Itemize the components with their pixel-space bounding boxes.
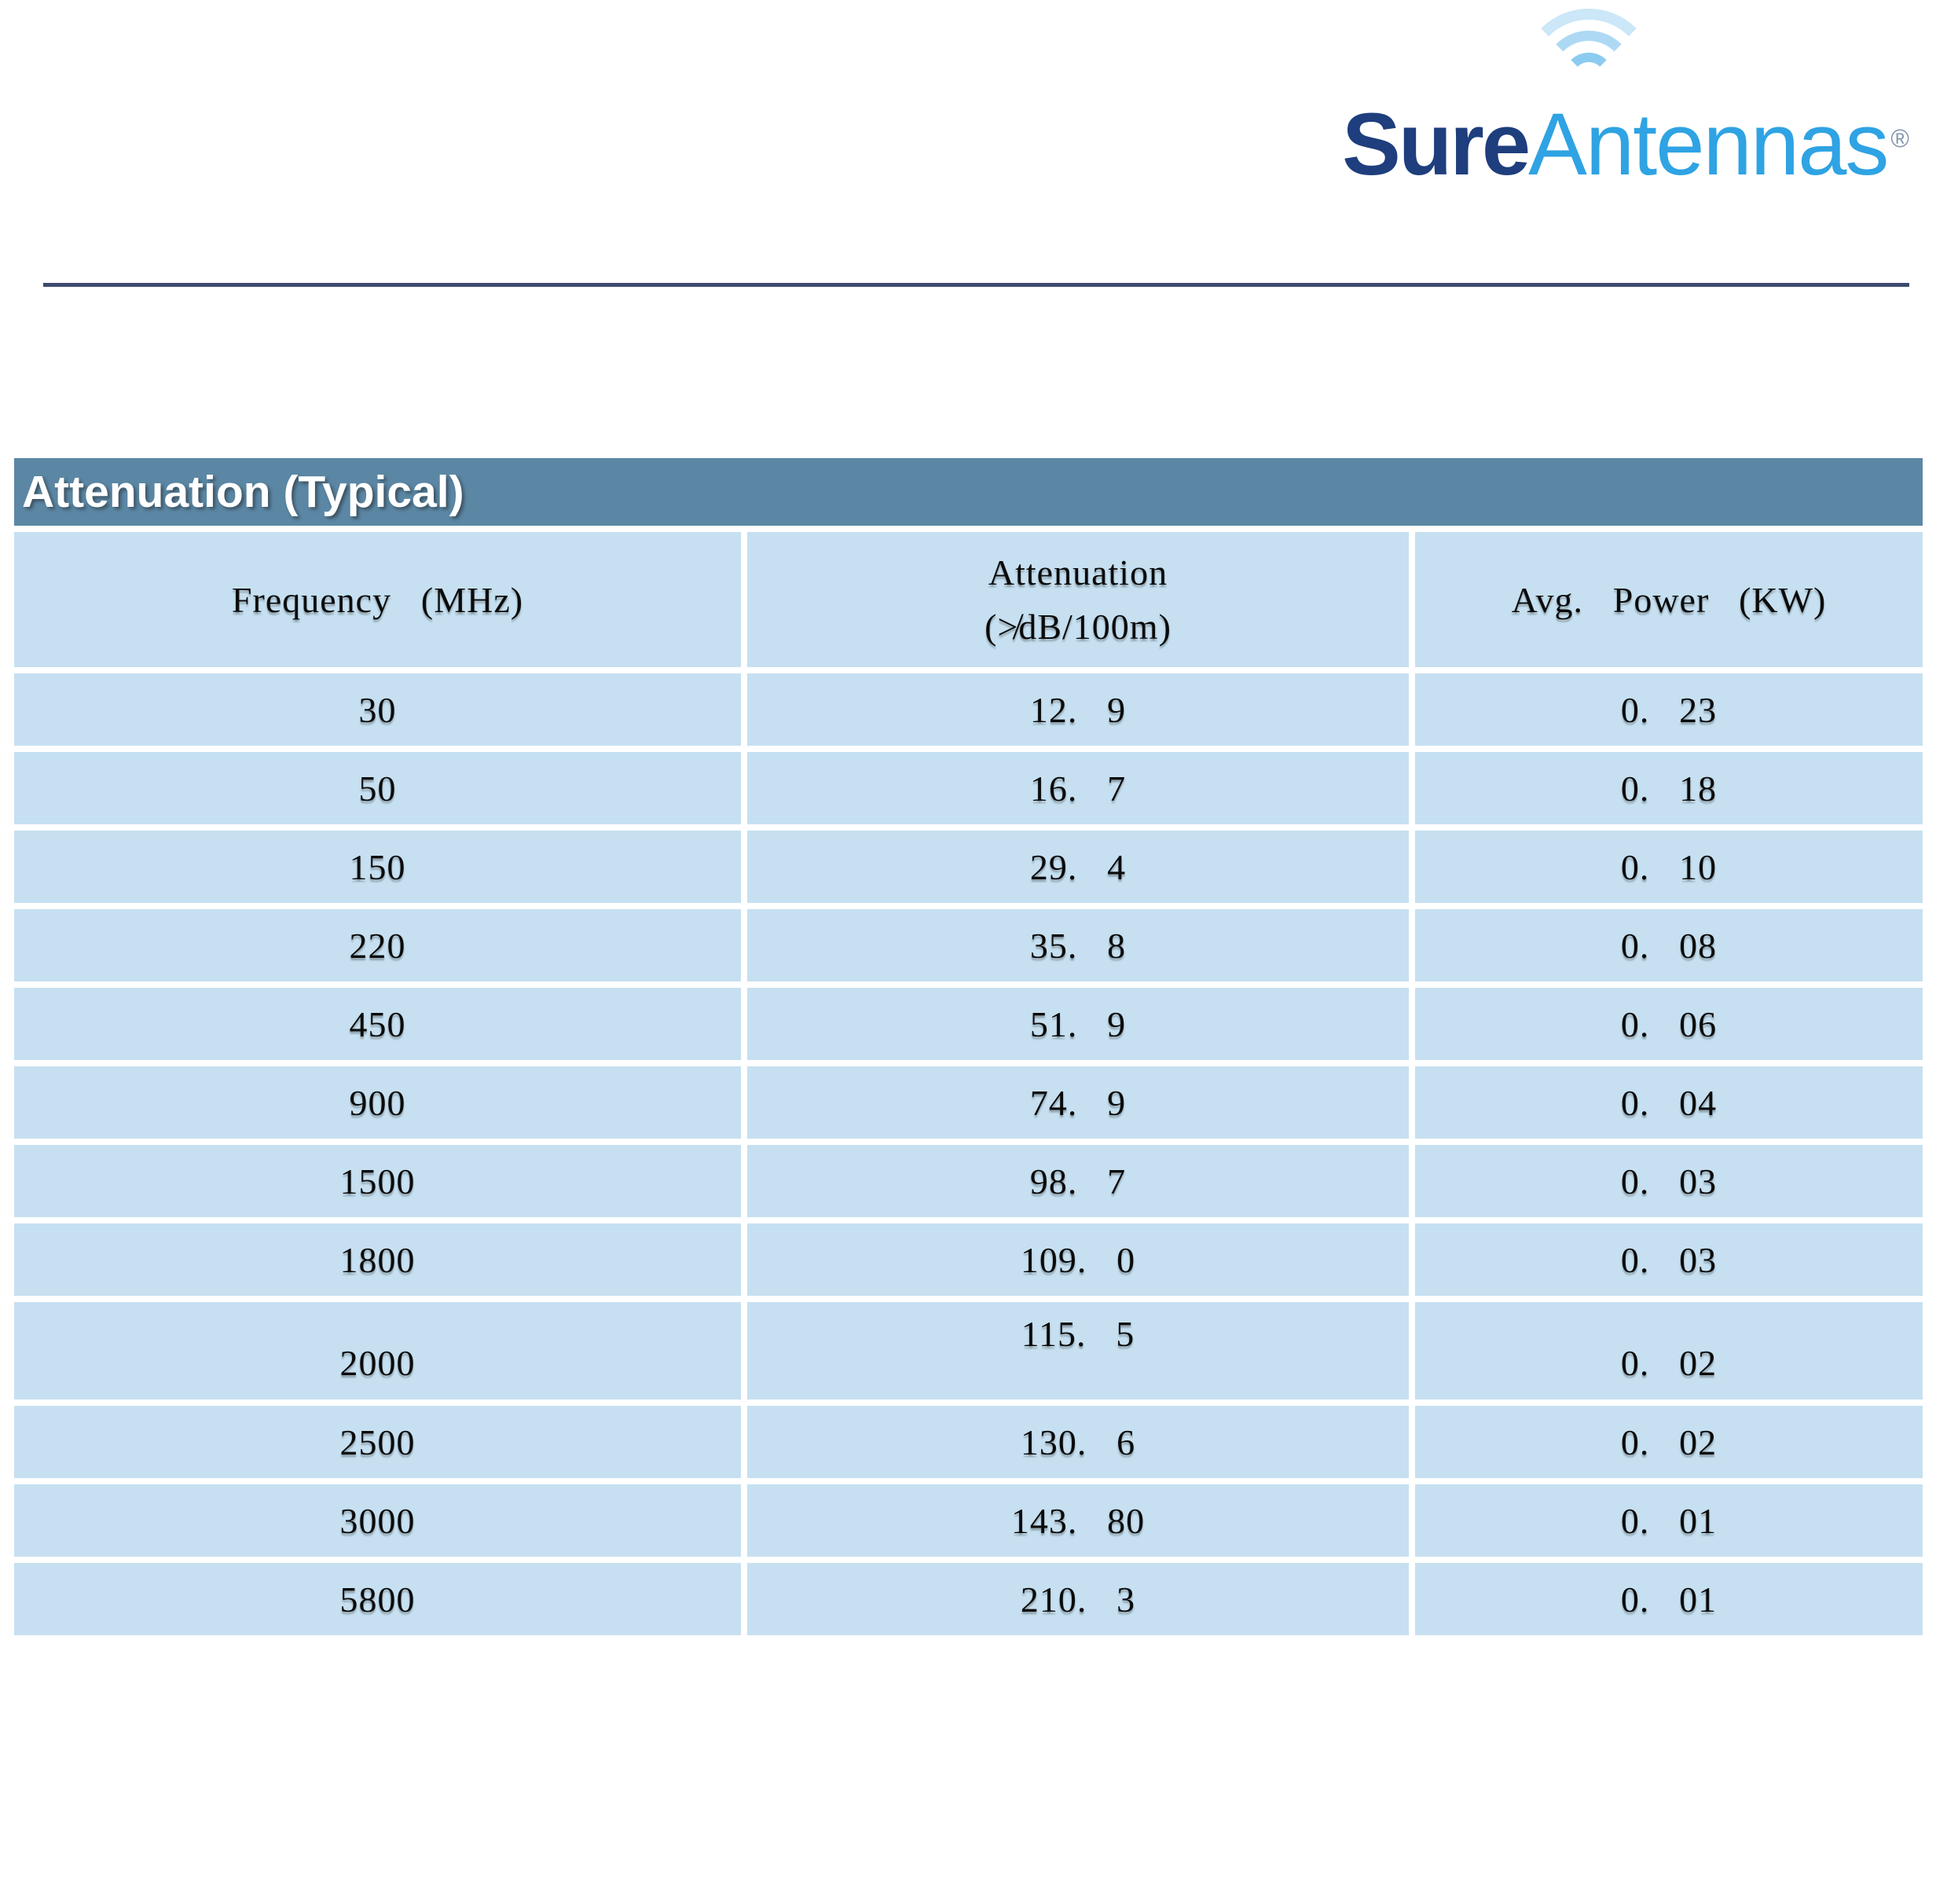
attenuation-cell: 143. 80 bbox=[747, 1484, 1409, 1557]
frequency-cell: 3000 bbox=[14, 1484, 741, 1557]
power-cell: 0. 03 bbox=[1415, 1223, 1923, 1296]
column-header-attenuation-line1: Attenuation bbox=[988, 552, 1168, 592]
attenuation-cell: 210. 3 bbox=[747, 1563, 1409, 1635]
column-header-frequency-label: Frequency (MHz) bbox=[231, 579, 524, 620]
table-title: Attenuation (Typical) bbox=[22, 467, 464, 517]
power-cell: 0. 08 bbox=[1415, 909, 1923, 981]
attenuation-cell: 115. 5 bbox=[747, 1302, 1409, 1400]
radio-waves-icon bbox=[1514, 9, 1663, 103]
attenuation-cell: 16. 7 bbox=[747, 752, 1409, 824]
power-cell: 0. 23 bbox=[1415, 673, 1923, 746]
column-header-attenuation: Attenuation (≯dB/100m) bbox=[747, 532, 1409, 667]
attenuation-cell: 29. 4 bbox=[747, 831, 1409, 903]
power-cell: 0. 03 bbox=[1415, 1145, 1923, 1217]
column-header-avg-power: Avg. Power (KW) bbox=[1415, 532, 1923, 667]
table-title-band: Attenuation (Typical) bbox=[14, 458, 1923, 526]
power-cell: 0. 02 bbox=[1415, 1406, 1923, 1478]
frequency-cell: 2000 bbox=[14, 1302, 741, 1400]
frequency-cell: 1800 bbox=[14, 1223, 741, 1296]
frequency-cell: 2500 bbox=[14, 1406, 741, 1478]
frequency-cell: 30 bbox=[14, 673, 741, 746]
frequency-cell: 150 bbox=[14, 831, 741, 903]
frequency-cell: 50 bbox=[14, 752, 741, 824]
attenuation-table: Attenuation (Typical) Frequency (MHz) At… bbox=[14, 458, 1923, 1635]
attenuation-cell: 12. 9 bbox=[747, 673, 1409, 746]
column-header-avg-power-label: Avg. Power (KW) bbox=[1511, 579, 1827, 620]
power-cell: 0. 01 bbox=[1415, 1563, 1923, 1635]
power-cell: 0. 04 bbox=[1415, 1066, 1923, 1139]
header-divider-rule bbox=[43, 283, 1909, 287]
brand-logo: Sure Antennas ® bbox=[1342, 9, 1909, 189]
column-header-attenuation-line2: (≯dB/100m) bbox=[984, 607, 1172, 647]
brand-logo-sure: Sure bbox=[1342, 95, 1531, 193]
table-grid: Frequency (MHz) Attenuation (≯dB/100m) A… bbox=[14, 532, 1923, 1635]
frequency-cell: 5800 bbox=[14, 1563, 741, 1635]
brand-logo-antennas: Antennas bbox=[1521, 9, 1889, 193]
frequency-cell: 450 bbox=[14, 988, 741, 1060]
registered-trademark-symbol: ® bbox=[1890, 123, 1909, 152]
attenuation-cell: 74. 9 bbox=[747, 1066, 1409, 1139]
attenuation-cell: 109. 0 bbox=[747, 1223, 1409, 1296]
power-cell: 0. 02 bbox=[1415, 1302, 1923, 1400]
frequency-cell: 220 bbox=[14, 909, 741, 981]
attenuation-cell: 51. 9 bbox=[747, 988, 1409, 1060]
frequency-cell: 900 bbox=[14, 1066, 741, 1139]
power-cell: 0. 06 bbox=[1415, 988, 1923, 1060]
attenuation-cell: 98. 7 bbox=[747, 1145, 1409, 1217]
attenuation-cell: 35. 8 bbox=[747, 909, 1409, 981]
power-cell: 0. 10 bbox=[1415, 831, 1923, 903]
power-cell: 0. 01 bbox=[1415, 1484, 1923, 1557]
frequency-cell: 1500 bbox=[14, 1145, 741, 1217]
column-header-frequency: Frequency (MHz) bbox=[14, 532, 741, 667]
attenuation-cell: 130. 6 bbox=[747, 1406, 1409, 1478]
power-cell: 0. 18 bbox=[1415, 752, 1923, 824]
brand-logo-antennas-text: Antennas bbox=[1528, 95, 1889, 193]
